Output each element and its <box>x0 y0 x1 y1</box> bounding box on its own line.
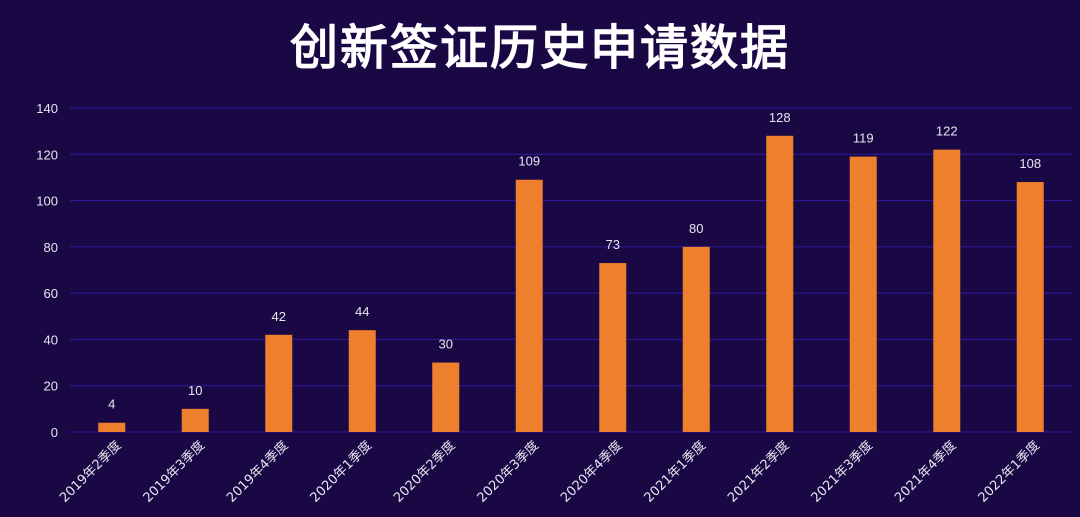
bar <box>849 156 877 432</box>
chart-title: 创新签证历史申请数据 <box>289 20 790 76</box>
x-tick-label: 2020年1季度 <box>307 438 375 506</box>
data-label: 4 <box>108 397 115 412</box>
y-tick-label: 20 <box>44 379 58 394</box>
y-tick-label: 40 <box>44 332 58 347</box>
y-axis-ticks: 0 20 40 60 80 100 120 140 <box>36 101 58 440</box>
x-tick-label: 2020年3季度 <box>474 438 542 506</box>
x-tick-label: 2019年3季度 <box>140 438 208 506</box>
y-tick-label: 120 <box>36 147 58 162</box>
bar <box>348 330 376 432</box>
data-label: 122 <box>936 124 958 139</box>
x-tick-label: 2020年2季度 <box>390 438 458 506</box>
y-tick-label: 140 <box>36 101 58 116</box>
bar <box>933 149 961 432</box>
x-axis-ticks: 2019年2季度 2019年3季度 2019年4季度 2020年1季度 2020年2季度… <box>56 438 1043 506</box>
bar <box>181 408 209 432</box>
bar <box>766 135 794 432</box>
bar <box>682 246 710 432</box>
bar <box>98 422 126 432</box>
data-label: 44 <box>355 304 369 319</box>
y-tick-label: 100 <box>36 194 58 209</box>
data-label: 109 <box>518 154 540 169</box>
data-labels: 4 10 42 44 30 109 73 80 128 119 122 108 <box>108 110 1041 412</box>
data-label: 42 <box>272 309 286 324</box>
x-tick-label: 2021年1季度 <box>641 438 709 506</box>
bar <box>1016 182 1044 432</box>
bar <box>599 263 627 432</box>
y-tick-label: 60 <box>44 286 58 301</box>
x-tick-label: 2020年4季度 <box>557 438 625 506</box>
x-tick-label: 2022年1季度 <box>975 438 1043 506</box>
bar <box>432 362 460 432</box>
x-tick-label: 2019年2季度 <box>56 438 124 506</box>
x-tick-label: 2021年2季度 <box>724 438 792 506</box>
data-label: 10 <box>188 383 202 398</box>
y-tick-label: 80 <box>44 240 58 255</box>
bar <box>265 334 293 432</box>
data-label: 73 <box>606 237 620 252</box>
x-tick-label: 2021年3季度 <box>808 438 876 506</box>
bars <box>98 135 1044 432</box>
data-label: 80 <box>689 221 703 236</box>
x-tick-label: 2021年4季度 <box>891 438 959 506</box>
data-label: 30 <box>439 337 453 352</box>
data-label: 108 <box>1019 156 1041 171</box>
grid-layer <box>70 107 1072 433</box>
x-tick-label: 2019年4季度 <box>223 438 291 506</box>
bar <box>515 179 543 432</box>
data-label: 128 <box>769 110 791 125</box>
y-tick-label: 0 <box>51 425 58 440</box>
data-label: 119 <box>853 131 874 146</box>
